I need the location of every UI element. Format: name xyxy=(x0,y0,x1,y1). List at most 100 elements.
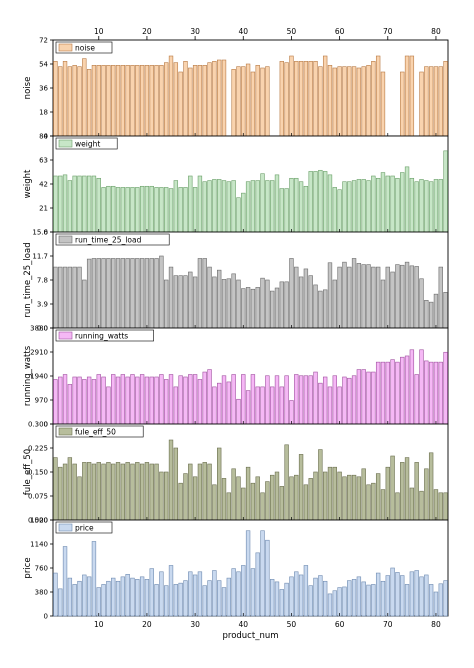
bar xyxy=(168,565,174,617)
bar xyxy=(111,258,116,329)
y-tick-label: 0.300 xyxy=(28,421,48,429)
bar xyxy=(298,276,304,329)
bar xyxy=(371,61,376,137)
bar xyxy=(390,567,395,617)
y-tick-label: 0 xyxy=(44,613,48,621)
bar xyxy=(67,266,73,329)
bar xyxy=(115,376,121,425)
bar xyxy=(106,65,111,137)
y-tick-label: 760 xyxy=(35,565,48,573)
bar xyxy=(144,258,150,329)
bar xyxy=(375,266,381,329)
bar xyxy=(351,474,357,521)
bar xyxy=(192,276,198,329)
bar xyxy=(72,65,77,137)
bar xyxy=(183,580,188,617)
bar xyxy=(212,276,217,329)
bar xyxy=(53,175,58,233)
bar xyxy=(192,574,198,617)
bar xyxy=(419,179,424,233)
y-tick-label: 36 xyxy=(39,85,48,93)
bar xyxy=(77,66,82,137)
bar xyxy=(284,444,289,521)
x-tick-label: 30 xyxy=(190,620,200,629)
bar xyxy=(260,492,265,521)
bar xyxy=(188,67,193,137)
bar xyxy=(135,579,140,617)
bar xyxy=(86,576,92,617)
bar xyxy=(231,180,236,233)
bar xyxy=(385,361,390,425)
bar xyxy=(217,269,222,329)
bar xyxy=(77,580,82,617)
bar xyxy=(125,376,130,425)
legend-label: noise xyxy=(75,44,95,53)
bar xyxy=(62,61,68,137)
bar xyxy=(414,181,419,233)
bar xyxy=(347,580,352,617)
bar xyxy=(168,55,174,137)
bar xyxy=(101,187,106,233)
bar xyxy=(298,61,304,137)
bar xyxy=(414,462,419,521)
bar xyxy=(404,355,410,425)
x-tick-label: 40 xyxy=(239,620,249,629)
bar xyxy=(135,376,140,425)
y-tick-label: 1520 xyxy=(30,517,48,525)
bar xyxy=(419,278,424,329)
bar xyxy=(366,484,371,521)
bar xyxy=(342,476,347,521)
bar xyxy=(115,258,121,329)
bar xyxy=(72,175,77,233)
bar xyxy=(424,180,429,233)
bar xyxy=(236,66,241,137)
bar xyxy=(433,489,439,521)
bar xyxy=(91,379,97,425)
bar xyxy=(241,487,246,521)
legend: run_time_25_load xyxy=(55,233,170,246)
bar xyxy=(53,61,58,137)
bar xyxy=(86,69,92,137)
bar xyxy=(284,582,289,617)
bar xyxy=(260,277,265,329)
top-x-tick-label: 20 xyxy=(142,27,152,36)
bar xyxy=(106,258,111,329)
bar xyxy=(154,463,159,521)
bar xyxy=(207,180,212,233)
bar xyxy=(115,462,121,521)
bar xyxy=(207,463,212,521)
bar xyxy=(322,376,328,425)
bar xyxy=(342,261,347,329)
bar xyxy=(207,62,212,137)
bar xyxy=(111,185,116,233)
bar xyxy=(428,301,434,329)
bar xyxy=(154,65,159,137)
bar xyxy=(202,181,207,233)
y-tick-label: 0.225 xyxy=(28,445,48,453)
legend: fule_eff_50 xyxy=(55,425,144,438)
bar xyxy=(188,571,193,617)
bar xyxy=(342,376,347,425)
bar xyxy=(414,266,419,329)
bar xyxy=(265,481,270,521)
bar xyxy=(279,281,284,329)
bar xyxy=(120,374,126,425)
bar xyxy=(409,349,415,425)
bar xyxy=(265,66,270,137)
bar xyxy=(356,576,362,617)
bar xyxy=(164,471,169,521)
legend-swatch xyxy=(58,43,73,52)
bar xyxy=(337,189,342,233)
bar xyxy=(414,570,419,617)
bar xyxy=(67,577,73,617)
bar xyxy=(443,150,448,233)
bar xyxy=(366,65,371,137)
y-tick-label: 21 xyxy=(39,205,48,213)
bar xyxy=(236,476,241,521)
y-tick-label: 3.9 xyxy=(37,301,48,309)
bar xyxy=(86,376,92,425)
bar xyxy=(178,187,183,233)
bar xyxy=(294,266,299,329)
bar xyxy=(245,287,251,329)
bar xyxy=(361,369,366,425)
